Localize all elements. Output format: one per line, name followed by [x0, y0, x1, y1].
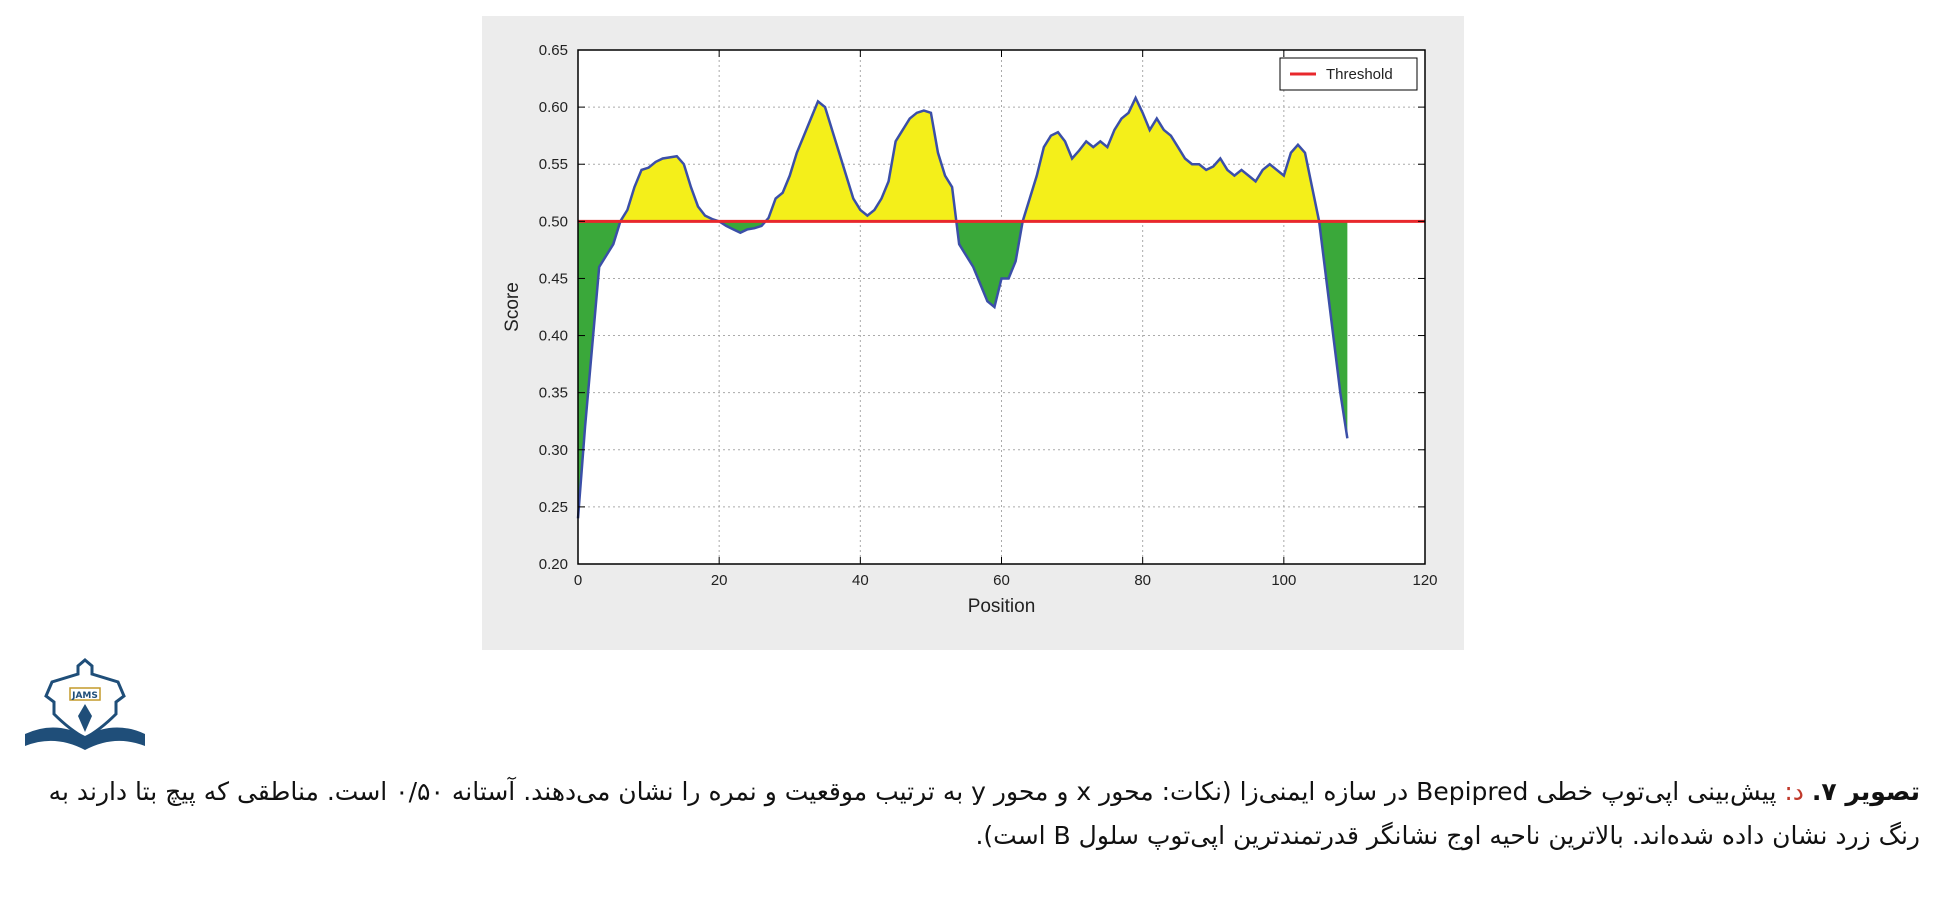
- logo-shield-icon: [44, 658, 126, 740]
- x-tick-label: 100: [1271, 572, 1296, 589]
- jams-logo: JAMS: [20, 656, 150, 756]
- legend: Threshold: [1279, 57, 1418, 91]
- above-threshold-area: [765, 101, 957, 222]
- below-threshold-area: [956, 221, 1023, 307]
- x-tick-label: 20: [711, 572, 728, 589]
- x-tick-label: 120: [1412, 572, 1437, 589]
- x-tick-label: 0: [574, 572, 582, 589]
- y-tick-label: 0.35: [539, 385, 568, 402]
- score-line: [576, 95, 1349, 519]
- y-tick-label: 0.20: [539, 556, 568, 573]
- above-threshold-area: [620, 156, 720, 222]
- figure-panel: 0 20 40 60 80 100 120 0.20 0.25 0.30 0.35 0.40 0.45 0…: [482, 16, 1464, 650]
- y-axis-label: Score: [502, 282, 523, 332]
- logo-pen-icon: [78, 704, 92, 732]
- x-tick-label: 40: [852, 572, 869, 589]
- x-tick-label: 60: [993, 572, 1010, 589]
- x-tick-label: 80: [1134, 572, 1151, 589]
- x-axis-label: Position: [968, 596, 1036, 617]
- y-tick-label: 0.50: [539, 213, 568, 230]
- y-tick-label: 0.60: [539, 99, 568, 116]
- y-tick-label: 0.45: [539, 270, 568, 287]
- y-tick-label: 0.30: [539, 442, 568, 459]
- y-tick-label: 0.25: [539, 499, 568, 516]
- logo-text: JAMS: [71, 691, 98, 701]
- y-tick-label: 0.65: [539, 42, 568, 59]
- caption-sub-label: د:: [1784, 777, 1812, 806]
- legend-threshold-label: Threshold: [1326, 66, 1393, 83]
- caption-label: تصویر ۷.: [1811, 777, 1920, 806]
- below-threshold-area: [719, 221, 766, 233]
- axis-ticks: 0 20 40 60 80 100 120 0.20 0.25 0.30 0.35 0.40 0.45 0…: [539, 42, 1438, 589]
- caption-text: پیش‌بینی اپی‌توپ خطی Bepipred در سازه ای…: [48, 777, 1920, 850]
- y-tick-label: 0.55: [539, 156, 568, 173]
- below-threshold-area: [578, 221, 621, 519]
- bepipred-chart: 0 20 40 60 80 100 120 0.20 0.25 0.30 0.35 0.40 0.45 0…: [502, 42, 1438, 617]
- above-threshold-area: [1022, 97, 1320, 222]
- y-tick-label: 0.40: [539, 328, 568, 345]
- figure-caption: تصویر ۷. د: پیش‌بینی اپی‌توپ خطی Bepipre…: [20, 770, 1920, 858]
